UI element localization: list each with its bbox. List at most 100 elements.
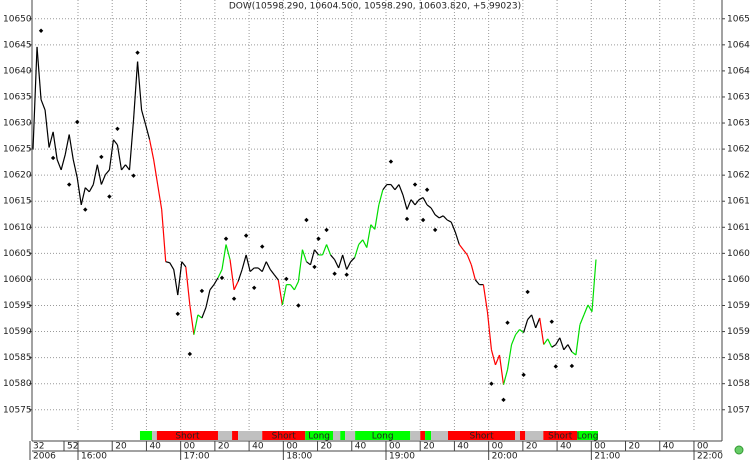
y-tick-label: 10580 [3, 379, 32, 389]
line-segment [60, 154, 66, 171]
x-minor-label: 20 [423, 442, 435, 452]
line-segment [181, 261, 187, 268]
x-minor-label: 32 [33, 442, 44, 452]
y2-tick-label: 10575 [727, 405, 750, 415]
line-segment [141, 109, 147, 125]
line-segment [136, 61, 143, 111]
line-segment [161, 209, 167, 262]
line-segment [92, 164, 98, 185]
line-segment [523, 319, 529, 333]
line-segment [177, 261, 183, 296]
x-minor-label: 40 [663, 442, 675, 452]
line-segment [438, 215, 444, 219]
y2-tick-label: 10580 [727, 379, 750, 389]
signal-region [345, 431, 356, 440]
signal-region [425, 431, 432, 440]
y2-tick-label: 10615 [727, 197, 750, 207]
line-segment [257, 267, 263, 273]
line-segment [430, 207, 436, 216]
line-segment [366, 224, 372, 248]
line-segment [358, 239, 364, 245]
x-minor-label: 40 [252, 442, 264, 452]
line-segment [128, 119, 135, 170]
line-segment [36, 46, 42, 100]
line-segment [301, 249, 308, 262]
signal-region [420, 431, 426, 440]
line-segment [309, 249, 316, 265]
line-segment [297, 249, 304, 282]
line-segment [486, 311, 493, 350]
line-segment [410, 199, 416, 206]
line-segment [579, 314, 585, 326]
line-segment [68, 134, 74, 160]
line-segment [108, 139, 115, 171]
line-segment [245, 254, 251, 272]
marker [66, 182, 72, 187]
x-minor-label: 20 [115, 442, 127, 452]
line-segment [306, 261, 311, 266]
marker [553, 364, 558, 369]
line-segment [56, 159, 62, 171]
line-segment [321, 244, 328, 256]
line-segment [442, 215, 448, 221]
line-segment [402, 194, 408, 210]
marker [243, 233, 249, 238]
line-segment [458, 244, 464, 251]
line-segment [72, 159, 78, 178]
line-segment [330, 254, 336, 261]
line-segment [374, 204, 380, 230]
line-segment [551, 344, 557, 348]
marker [432, 227, 438, 233]
marker [501, 397, 506, 403]
y2-tick-label: 10625 [727, 145, 750, 155]
signal-region [543, 431, 578, 440]
line-segment [510, 334, 517, 345]
marker [324, 227, 329, 233]
line-segment [543, 338, 549, 345]
line-segment [261, 261, 267, 272]
y-tick-label: 10620 [3, 171, 32, 181]
marker [549, 319, 554, 324]
line-segment [145, 124, 151, 140]
line-segment [157, 184, 163, 210]
signal-region [525, 431, 544, 440]
x-minor-label: 20 [321, 442, 333, 452]
x-major-label: 21:00 [594, 452, 620, 460]
line-segment [414, 199, 420, 206]
line-segment [64, 134, 70, 155]
line-segment [470, 264, 476, 281]
x-minor-label: 40 [560, 442, 572, 452]
line-segment [350, 257, 356, 263]
line-segment [531, 314, 537, 329]
marker [344, 272, 349, 277]
x-major-label: 22:00 [697, 452, 723, 460]
x-minor-label: 20 [218, 442, 230, 452]
status-icon[interactable] [734, 445, 744, 455]
y-tick-label: 10600 [3, 275, 32, 285]
y-tick-label: 10630 [3, 119, 32, 129]
line-segment [249, 267, 255, 273]
x-minor-label: 40 [149, 442, 161, 452]
line-segment [116, 144, 123, 171]
y2-tick-label: 10600 [727, 275, 750, 285]
line-segment [209, 284, 215, 291]
line-segment [197, 314, 203, 319]
marker [424, 187, 430, 192]
y2-tick-label: 10605 [727, 249, 750, 259]
line-segment [217, 269, 223, 279]
line-segment [466, 254, 472, 266]
signal-region [305, 431, 333, 440]
y-tick-label: 10610 [3, 223, 32, 233]
line-segment [474, 279, 480, 286]
signal-region [232, 431, 239, 440]
marker [107, 194, 112, 199]
line-segment [52, 131, 58, 160]
x-minor-label: 00 [286, 442, 298, 452]
x-major-label: 2006 [33, 452, 56, 460]
y-tick-label: 10615 [3, 197, 32, 207]
marker [332, 271, 337, 276]
line-segment [289, 284, 295, 291]
marker [38, 28, 44, 33]
marker [99, 154, 104, 160]
